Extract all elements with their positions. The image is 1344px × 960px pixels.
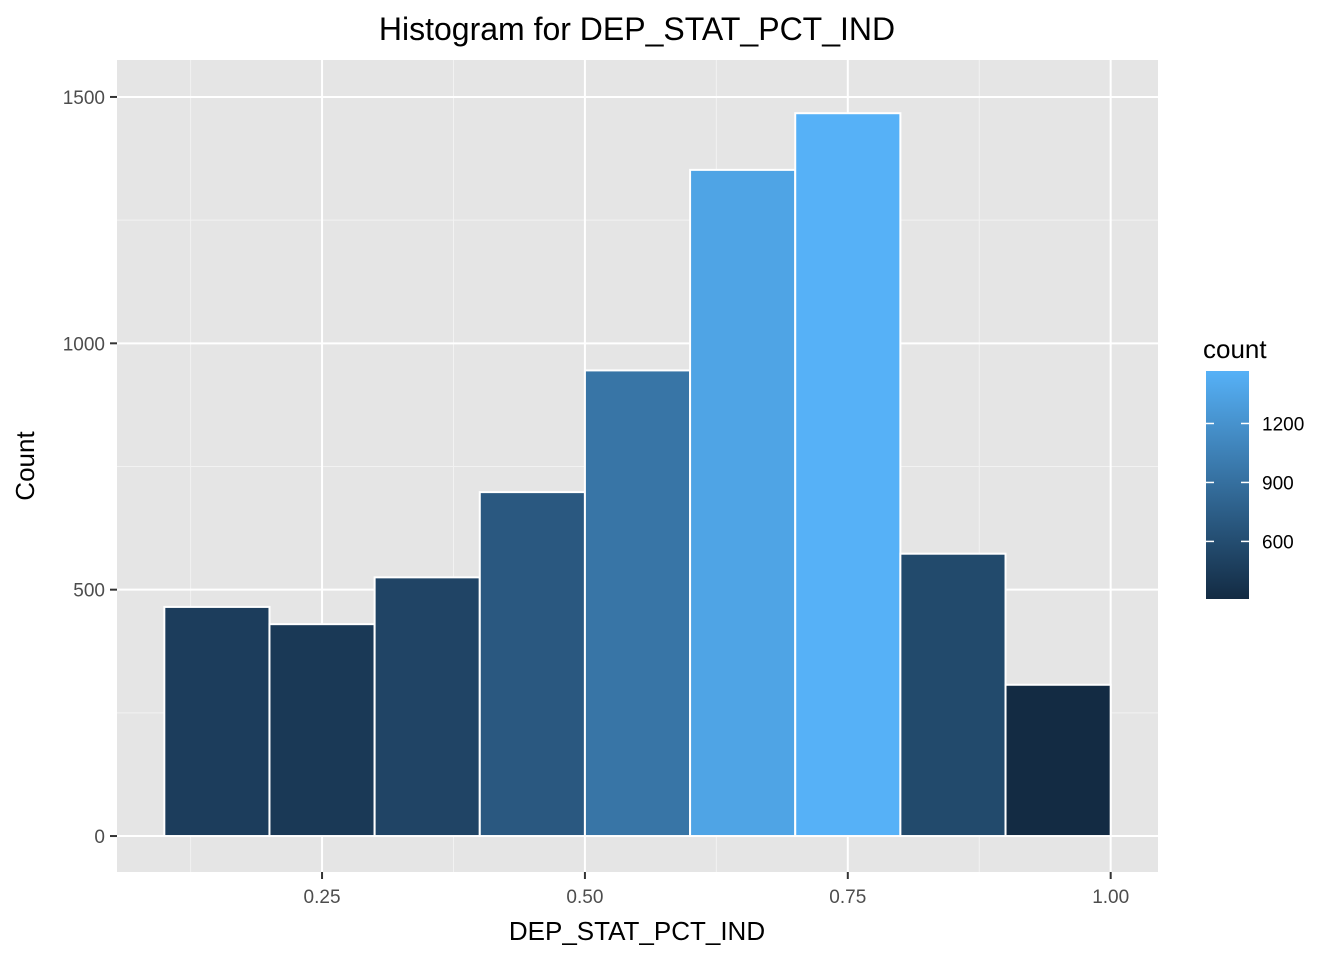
histogram-bar: [689, 168, 797, 838]
x-tick-label: 0.25: [304, 887, 341, 908]
y-axis-title: Count: [10, 431, 40, 501]
histogram-bar: [583, 369, 692, 838]
x-tick-label: 1.00: [1092, 887, 1129, 908]
legend-title: count: [1203, 334, 1267, 364]
y-tick-label: 1000: [63, 334, 105, 355]
y-tick-label: 0: [94, 827, 105, 848]
x-axis: 0.25 0.50 0.75 1.00: [304, 872, 1129, 908]
chart-title: Histogram for DEP_STAT_PCT_IND: [379, 11, 895, 47]
y-axis: 0 500 1000 1500: [63, 88, 117, 848]
legend-colorbar: [1206, 371, 1249, 599]
histogram-bar: [794, 112, 902, 838]
legend-ticks: 600 900 1200: [1206, 414, 1304, 553]
x-axis-title: DEP_STAT_PCT_IND: [509, 916, 765, 946]
y-tick-label: 500: [73, 581, 105, 602]
x-tick-label: 0.50: [566, 887, 603, 908]
histogram-bar: [899, 552, 1007, 838]
histogram-bar: [1004, 683, 1112, 838]
histogram-bar: [373, 576, 481, 838]
legend-tick-label: 900: [1262, 473, 1294, 494]
histogram-bar: [163, 605, 271, 838]
color-legend: count 600 900 1200: [1203, 334, 1304, 599]
x-tick-label: 0.75: [829, 887, 866, 908]
histogram-bar: [478, 491, 586, 838]
legend-tick-label: 1200: [1262, 414, 1304, 435]
legend-tick-label: 600: [1262, 532, 1294, 553]
histogram-bar: [268, 623, 376, 838]
y-tick-label: 1500: [63, 88, 105, 109]
histogram-bars: [163, 112, 1112, 838]
